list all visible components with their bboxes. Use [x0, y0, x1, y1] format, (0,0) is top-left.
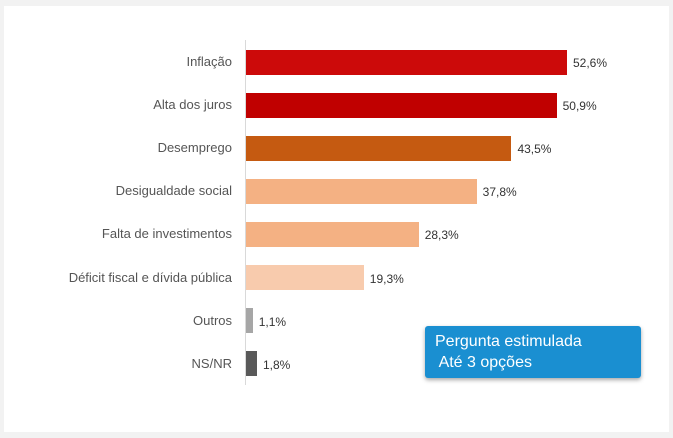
category-label: Falta de investimentos [101, 226, 232, 242]
value-label: 19,3% [369, 271, 404, 286]
category-label: Desemprego [157, 140, 232, 156]
value-label: 43,5% [517, 142, 552, 157]
category-label: Inflação [186, 54, 232, 69]
bar [246, 265, 364, 290]
value-label: 50,9% [562, 99, 597, 114]
note-box: Pergunta estimulada Até 3 opções [425, 326, 641, 378]
bar [246, 49, 567, 75]
category-axis-line [245, 40, 246, 385]
bar [246, 92, 557, 118]
note-line-1: Pergunta estimulada [435, 333, 582, 350]
bar [246, 135, 512, 161]
category-label: Outros [192, 312, 232, 328]
category-label: Alta dos juros [153, 97, 232, 113]
value-label: 37,8% [482, 185, 517, 200]
category-label: Desigualdade social [115, 183, 232, 199]
value-label: 28,3% [424, 228, 459, 243]
value-label: 52,6% [573, 56, 608, 70]
bar [246, 178, 477, 204]
bar [246, 308, 253, 334]
value-label: 1,8% [262, 357, 291, 372]
bar [246, 221, 419, 247]
value-label: 1,1% [258, 314, 287, 329]
category-label: Déficit fiscal e dívida pública [68, 269, 232, 285]
category-label: NS/NR [191, 355, 232, 371]
bar [246, 351, 257, 377]
note-line-2: Até 3 opções [435, 354, 532, 371]
